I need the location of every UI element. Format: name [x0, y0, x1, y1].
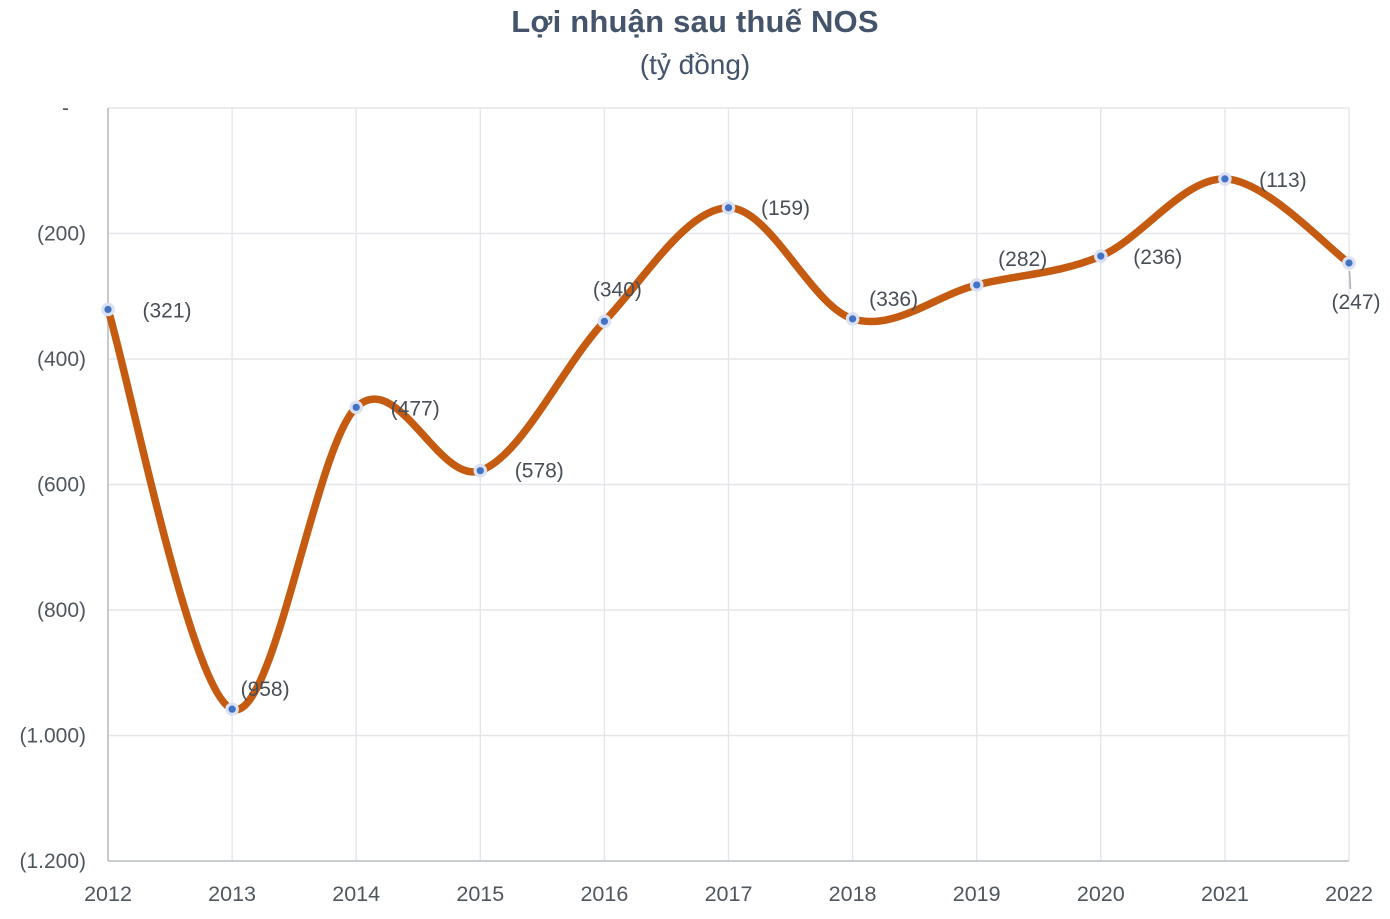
data-label-2020: (236): [1133, 246, 1182, 269]
data-point-2016: [597, 314, 612, 329]
x-tick-label-2013: 2013: [208, 882, 256, 906]
y-axis-labels: - (200) (400) (600) (800) (1.000) (1.200): [19, 97, 86, 873]
gridlines: [108, 107, 1350, 861]
data-label-2014: (477): [391, 397, 440, 420]
x-tick-label-2012: 2012: [84, 882, 132, 906]
data-label-2021: (113): [1259, 169, 1306, 192]
y-tick-label: (600): [37, 474, 86, 497]
data-point-2018: [845, 312, 860, 326]
data-label-2015: (578): [515, 460, 564, 483]
series-line: [104, 175, 1353, 714]
data-labels: (321) (958) (477) (578) (340) (159) (336) (282)…: [142, 169, 1380, 701]
data-point-2013: [225, 702, 239, 716]
data-label-2018: (336): [869, 288, 918, 311]
x-tick-label-2014: 2014: [332, 882, 380, 906]
data-point-2017: [721, 200, 736, 215]
x-tick-label-2016: 2016: [580, 882, 628, 906]
data-label-leader-line: [1348, 270, 1352, 290]
data-point-2020: [1094, 249, 1108, 263]
y-tick-label: (200): [37, 223, 86, 246]
chart-subtitle: (tỷ đồng): [639, 49, 751, 80]
chart-title: Lợi nhuận sau thuế NOS: [511, 4, 879, 39]
y-tick-label: (800): [37, 599, 86, 622]
x-tick-label-2018: 2018: [829, 882, 877, 906]
data-point-2019: [969, 278, 984, 292]
x-tick-label-2021: 2021: [1201, 882, 1249, 906]
x-tick-label-2017: 2017: [705, 882, 753, 906]
data-point-2022: [1342, 256, 1356, 270]
data-point-2015: [473, 463, 488, 478]
x-tick-label-2015: 2015: [456, 882, 504, 906]
data-points: [101, 172, 1356, 716]
x-tick-label-2022: 2022: [1325, 882, 1373, 906]
y-tick-label: (1.200): [19, 850, 86, 873]
x-axis-labels: 2012 2013 2014 2015 2016 2017 2018 2019 2020 2021…: [84, 882, 1373, 906]
y-tick-label: (1.000): [19, 725, 86, 748]
data-point-2021: [1218, 172, 1232, 186]
data-label-2022: (247): [1331, 291, 1380, 314]
y-tick-label: (400): [37, 348, 86, 371]
x-tick-label-2020: 2020: [1077, 882, 1125, 906]
data-label-2016: (340): [593, 278, 642, 301]
data-point-2014: [349, 400, 363, 415]
data-label-2013: (958): [241, 678, 290, 701]
y-tick-label: -: [62, 97, 69, 120]
data-label-2017: (159): [761, 197, 810, 220]
data-label-2019: (282): [998, 248, 1047, 271]
data-point-2012: [101, 302, 115, 317]
data-label-2012: (321): [142, 299, 191, 322]
x-tick-label-2019: 2019: [953, 882, 1001, 906]
